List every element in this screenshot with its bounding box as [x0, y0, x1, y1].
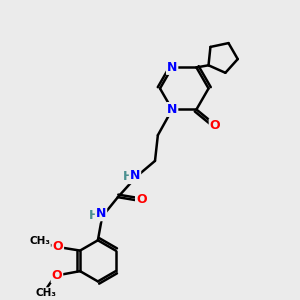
Text: N: N — [167, 61, 177, 74]
Text: O: O — [52, 269, 62, 282]
Text: H: H — [123, 170, 134, 183]
Text: N: N — [96, 207, 106, 220]
Text: CH₃: CH₃ — [35, 288, 56, 298]
Text: O: O — [136, 193, 147, 206]
Text: O: O — [210, 119, 220, 132]
Text: O: O — [52, 240, 63, 253]
Text: N: N — [167, 103, 177, 116]
Text: H: H — [89, 209, 99, 222]
Text: N: N — [130, 169, 140, 182]
Text: CH₃: CH₃ — [29, 236, 50, 246]
